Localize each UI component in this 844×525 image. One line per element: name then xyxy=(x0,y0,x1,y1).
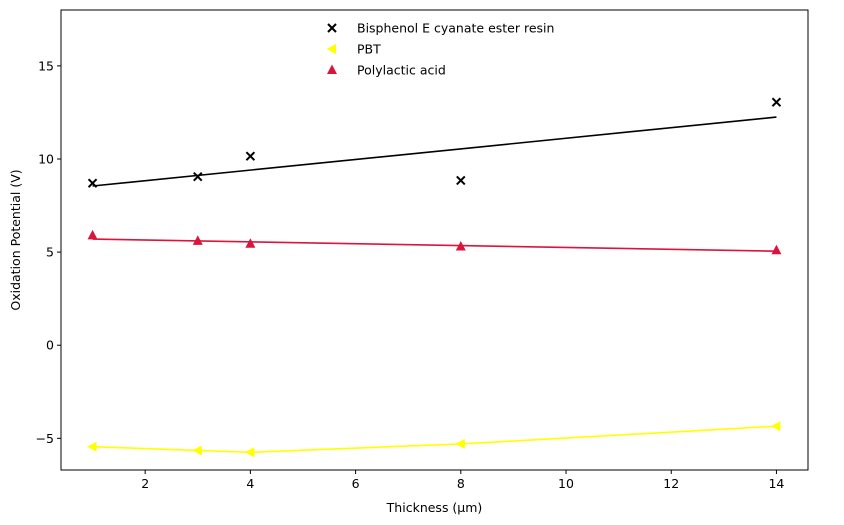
x-tick-label: 14 xyxy=(768,476,784,491)
legend-marker-bisphenol-e-cyanate-ester-resin xyxy=(327,23,337,33)
data-point-polylactic-acid xyxy=(192,235,203,245)
x-tick-label: 2 xyxy=(141,476,149,491)
legend-item-bisphenol-e-cyanate-ester-resin: Bisphenol E cyanate ester resin xyxy=(327,21,554,36)
axis-ticks: 2 4 6 8 10 12 14 −5 0 5 10 15 xyxy=(36,58,785,491)
axes-frame xyxy=(60,9,809,471)
legend-label-pbt: PBT xyxy=(357,42,381,57)
legend-item-polylactic-acid: Polylactic acid xyxy=(327,63,446,78)
data-point-polylactic-acid xyxy=(245,238,256,248)
data-point-pbt xyxy=(87,441,97,452)
series-bisphenol-e-cyanate-ester-resin xyxy=(87,97,782,188)
y-axis-label: Oxidation Potential (V) xyxy=(8,169,23,310)
series-pbt xyxy=(87,421,781,458)
data-point-polylactic-acid xyxy=(771,244,782,255)
data-point-bisphenol-e-cyanate-ester-resin xyxy=(245,151,256,161)
legend-marker-polylactic-acid xyxy=(327,64,337,74)
series-polylactic-acid xyxy=(87,229,782,255)
y-tick-label: −5 xyxy=(36,431,54,446)
legend-label-bisphenol-e-cyanate-ester-resin: Bisphenol E cyanate ester resin xyxy=(357,21,554,36)
legend-item-pbt: PBT xyxy=(326,42,381,57)
data-point-bisphenol-e-cyanate-ester-resin xyxy=(771,97,782,107)
data-point-polylactic-acid xyxy=(87,229,98,240)
x-tick-label: 4 xyxy=(246,476,254,491)
x-tick-label: 12 xyxy=(663,476,679,491)
fit-line-bisphenol-e-cyanate-ester-resin xyxy=(92,116,777,187)
y-tick-label: 5 xyxy=(46,245,54,260)
legend: Bisphenol E cyanate ester resin PBT Polyla… xyxy=(326,21,554,78)
data-point-pbt xyxy=(192,445,202,456)
y-tick-label: 0 xyxy=(46,338,54,353)
x-axis-label: Thickness (µm) xyxy=(386,500,483,515)
legend-marker-pbt xyxy=(326,44,336,54)
fit-line-polylactic-acid xyxy=(92,238,777,252)
y-tick-label: 10 xyxy=(38,151,54,166)
y-tick-label: 15 xyxy=(38,58,54,73)
data-point-bisphenol-e-cyanate-ester-resin xyxy=(456,175,466,186)
data-point-bisphenol-e-cyanate-ester-resin xyxy=(193,171,203,182)
data-point-pbt xyxy=(244,447,255,458)
legend-label-polylactic-acid: Polylactic acid xyxy=(357,63,446,78)
data-point-pbt xyxy=(455,438,465,449)
data-point-polylactic-acid xyxy=(455,241,466,251)
plot-area xyxy=(87,97,782,458)
x-tick-label: 8 xyxy=(457,476,465,491)
x-tick-label: 6 xyxy=(352,476,360,491)
data-point-bisphenol-e-cyanate-ester-resin xyxy=(87,178,98,188)
data-point-pbt xyxy=(770,421,781,432)
x-tick-label: 10 xyxy=(558,476,574,491)
